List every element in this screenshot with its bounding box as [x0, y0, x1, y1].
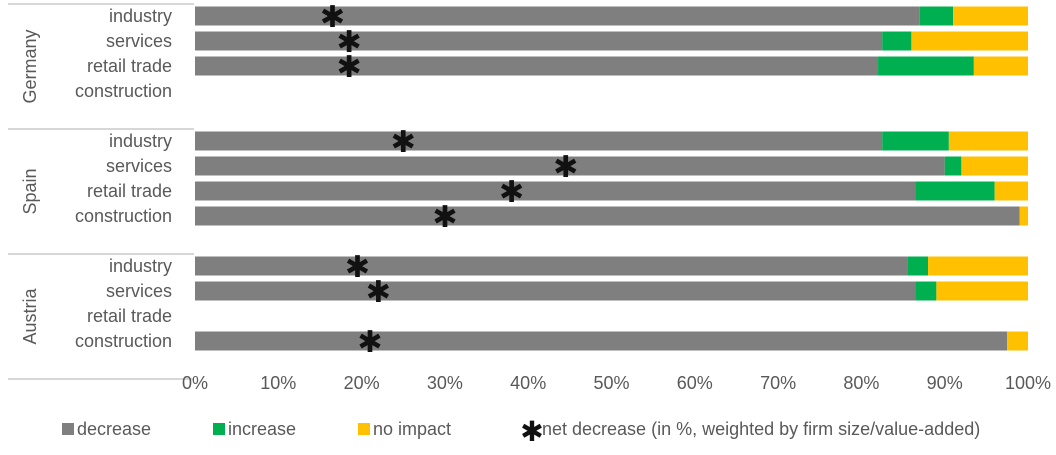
bar-segment-increase	[907, 256, 929, 276]
category-label: services	[106, 31, 172, 51]
bar-segment-no-impact	[911, 31, 1028, 51]
bar-segment-no-impact	[973, 56, 1028, 76]
bar-segment-decrease	[195, 6, 920, 26]
legend-label: net decrease (in %, weighted by firm siz…	[542, 419, 980, 439]
bar-segment-increase	[915, 181, 995, 201]
group-label: Germany	[20, 29, 40, 103]
x-tick-label: 50%	[593, 373, 629, 393]
group-label: Austria	[20, 288, 40, 345]
bar-segment-decrease	[195, 181, 916, 201]
net-decrease-marker: ✱	[337, 50, 362, 85]
net-decrease-marker: ✱	[553, 150, 578, 185]
bar-segment-no-impact	[928, 256, 1028, 276]
legend-swatch-increase	[213, 423, 225, 435]
legend-label: no impact	[373, 419, 451, 439]
bar-segment-increase	[919, 6, 954, 26]
net-decrease-marker: ✱	[499, 175, 524, 210]
category-label: services	[106, 281, 172, 301]
x-tick-label: 40%	[510, 373, 546, 393]
category-label: services	[106, 156, 172, 176]
bar-segment-increase	[915, 281, 937, 301]
x-tick-label: 60%	[677, 373, 713, 393]
x-tick-label: 20%	[344, 373, 380, 393]
category-label: retail trade	[87, 306, 172, 326]
category-label: construction	[75, 206, 172, 226]
category-label: industry	[109, 131, 172, 151]
bar-segment-no-impact	[948, 131, 1028, 151]
bar-segment-increase	[882, 31, 912, 51]
bar-segment-decrease	[195, 131, 883, 151]
category-label: industry	[109, 6, 172, 26]
category-label: retail trade	[87, 181, 172, 201]
legend-swatch-no-impact	[358, 423, 370, 435]
legend-marker-symbol: ✱	[520, 415, 543, 448]
bar-segment-decrease	[195, 331, 1008, 351]
legend-label: decrease	[77, 419, 151, 439]
bar-segment-no-impact	[1007, 331, 1028, 351]
bar-segment-increase	[878, 56, 974, 76]
x-tick-label: 30%	[427, 373, 463, 393]
bar-segment-decrease	[195, 31, 883, 51]
net-decrease-marker: ✱	[337, 25, 362, 60]
x-tick-label: 90%	[927, 373, 963, 393]
bar-segment-no-impact	[1019, 206, 1028, 226]
bar-segment-decrease	[195, 156, 945, 176]
legend-swatch-decrease	[62, 423, 74, 435]
category-label: industry	[109, 256, 172, 276]
plot-area: Germany industry ✱ services ✱ retail trade ✱ co…	[8, 0, 1028, 380]
bar-segment-decrease	[195, 56, 879, 76]
legend-label: increase	[228, 419, 296, 439]
x-tick-label: 70%	[760, 373, 796, 393]
bar-segment-no-impact	[994, 181, 1028, 201]
bar-segment-decrease	[195, 256, 908, 276]
x-tick-label: 80%	[843, 373, 879, 393]
net-decrease-marker: ✱	[345, 250, 370, 285]
bar-segment-no-impact	[953, 6, 1028, 26]
bar-segment-no-impact	[936, 281, 1028, 301]
net-decrease-marker: ✱	[357, 325, 382, 360]
x-tick-label: 10%	[260, 373, 296, 393]
legend: decrease increase no impact ✱net decrease (…	[62, 415, 980, 448]
net-decrease-marker: ✱	[432, 200, 457, 235]
group-label: Spain	[20, 168, 40, 214]
x-tick-label: 100%	[1005, 373, 1051, 393]
category-label: retail trade	[87, 56, 172, 76]
bar-segment-decrease	[195, 281, 916, 301]
bar-segment-no-impact	[961, 156, 1028, 176]
category-label: construction	[75, 81, 172, 101]
x-tick-label: 0%	[182, 373, 208, 393]
net-decrease-marker: ✱	[366, 275, 391, 310]
bar-segment-decrease	[195, 206, 1020, 226]
x-axis: 0% 10% 20% 30% 40% 50% 60% 70% 80% 90% 100%	[182, 373, 1051, 393]
net-decrease-marker: ✱	[391, 125, 416, 160]
bar-segment-increase	[882, 131, 949, 151]
bar-segment-increase	[944, 156, 962, 176]
net-decrease-marker: ✱	[320, 0, 345, 35]
category-label: construction	[75, 331, 172, 351]
